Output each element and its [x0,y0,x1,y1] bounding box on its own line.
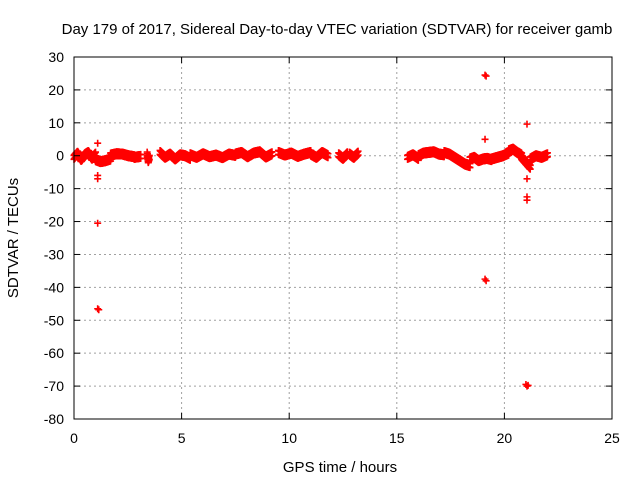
data-point [526,165,534,173]
data-point-outlier [481,275,489,283]
data-point-outlier [523,175,531,183]
y-tick-label: -70 [44,378,64,394]
data-point-outlier [523,196,531,204]
tick-labels: 0 5 10 15 20 25 30 20 10 0 -10 -20 -30 -40 -50 -60 -70 -8… [44,49,620,446]
y-tick-label: -50 [44,312,64,328]
y-tick-label: -20 [44,214,64,230]
data-point [466,164,474,172]
y-tick-label: 10 [48,115,64,131]
data-point [268,152,276,160]
plot-border [73,56,613,420]
data-point [137,154,145,162]
x-tick-label: 25 [604,430,620,446]
data-point-outlier [94,305,102,313]
data-point-outlier [482,277,490,285]
data-point [543,153,551,161]
x-tick-label: 10 [281,430,297,446]
data-point-outlier [94,219,102,227]
y-tick-label: -30 [44,246,64,262]
data-point-outlier [524,381,532,389]
chart-title: Day 179 of 2017, Sidereal Day-to-day VTE… [62,21,613,38]
y-tick-label: -80 [44,411,64,427]
x-axis-title: GPS time / hours [283,459,397,476]
x-tick-label: 5 [178,430,186,446]
data-point-outlier [523,120,531,128]
data-point [145,155,153,163]
x-tick-label: 0 [70,430,78,446]
y-tick-label: 30 [48,49,64,65]
data-point-outlier [481,135,489,143]
grid-lines [74,57,612,419]
data-point-outlier [94,139,102,147]
x-tick-label: 20 [497,430,513,446]
y-tick-label: 0 [56,148,64,164]
y-tick-label: -10 [44,181,64,197]
data-point-outlier [94,175,102,183]
data-point-outlier [481,71,489,79]
axis-ticks [73,56,613,420]
y-tick-label: 20 [48,82,64,98]
y-tick-label: -40 [44,279,64,295]
y-tick-label: -60 [44,345,64,361]
data-points [70,71,551,390]
data-point-outlier [482,72,490,80]
x-tick-label: 15 [389,430,405,446]
y-axis-title: SDTVAR / TECUs [5,178,22,298]
data-point-outlier [95,306,103,314]
data-point [354,151,362,159]
data-point [324,154,332,162]
